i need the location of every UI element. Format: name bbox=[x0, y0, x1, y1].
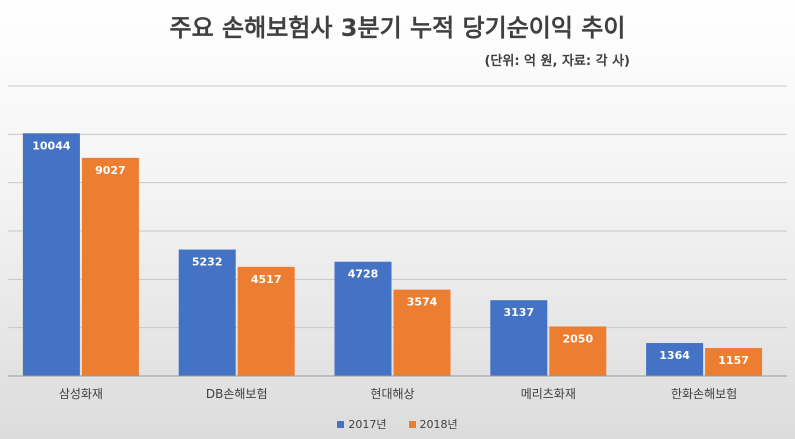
x-tick-label: 삼성화재 bbox=[59, 387, 103, 401]
data-label: 3574 bbox=[407, 296, 438, 309]
bar-2017 bbox=[490, 300, 548, 376]
bar-2017 bbox=[646, 343, 704, 376]
legend-item-2018: 2018년 bbox=[408, 416, 458, 432]
data-label: 2050 bbox=[562, 332, 593, 345]
legend-label-2018: 2018년 bbox=[419, 418, 458, 431]
bar-2018 bbox=[237, 266, 295, 376]
x-tick-label: 현대해상 bbox=[370, 387, 414, 401]
x-tick-label: DB손해보험 bbox=[206, 387, 268, 401]
x-tick-label: 메리츠화재 bbox=[521, 387, 576, 401]
x-tick-label: 한화손해보험 bbox=[671, 387, 737, 401]
data-label: 4728 bbox=[348, 268, 379, 281]
data-label: 9027 bbox=[95, 164, 126, 177]
data-label: 5232 bbox=[192, 256, 223, 269]
legend-swatch-2018 bbox=[408, 420, 416, 428]
chart-title: 주요 손해보험사 3분기 누적 당기순이익 추이 bbox=[169, 14, 626, 42]
data-label: 10044 bbox=[32, 139, 71, 152]
data-label: 1157 bbox=[718, 354, 749, 367]
legend-item-2017: 2017년 bbox=[337, 416, 387, 432]
bar-2017 bbox=[178, 249, 236, 376]
data-label: 4517 bbox=[251, 273, 282, 286]
legend-label-2017: 2017년 bbox=[348, 418, 387, 431]
bar-2017 bbox=[22, 133, 80, 376]
bar-2017 bbox=[334, 261, 392, 376]
legend: 2017년 2018년 bbox=[0, 416, 795, 432]
bar-2018 bbox=[705, 348, 763, 376]
legend-swatch-2017 bbox=[337, 420, 345, 428]
bar-2018 bbox=[549, 326, 607, 376]
bar-2018 bbox=[81, 157, 139, 376]
bar-2018 bbox=[393, 289, 451, 376]
data-label: 3137 bbox=[503, 306, 534, 319]
chart-subtitle: (단위: 억 원, 자료: 각 사) bbox=[484, 54, 630, 69]
data-label: 1364 bbox=[659, 349, 690, 362]
